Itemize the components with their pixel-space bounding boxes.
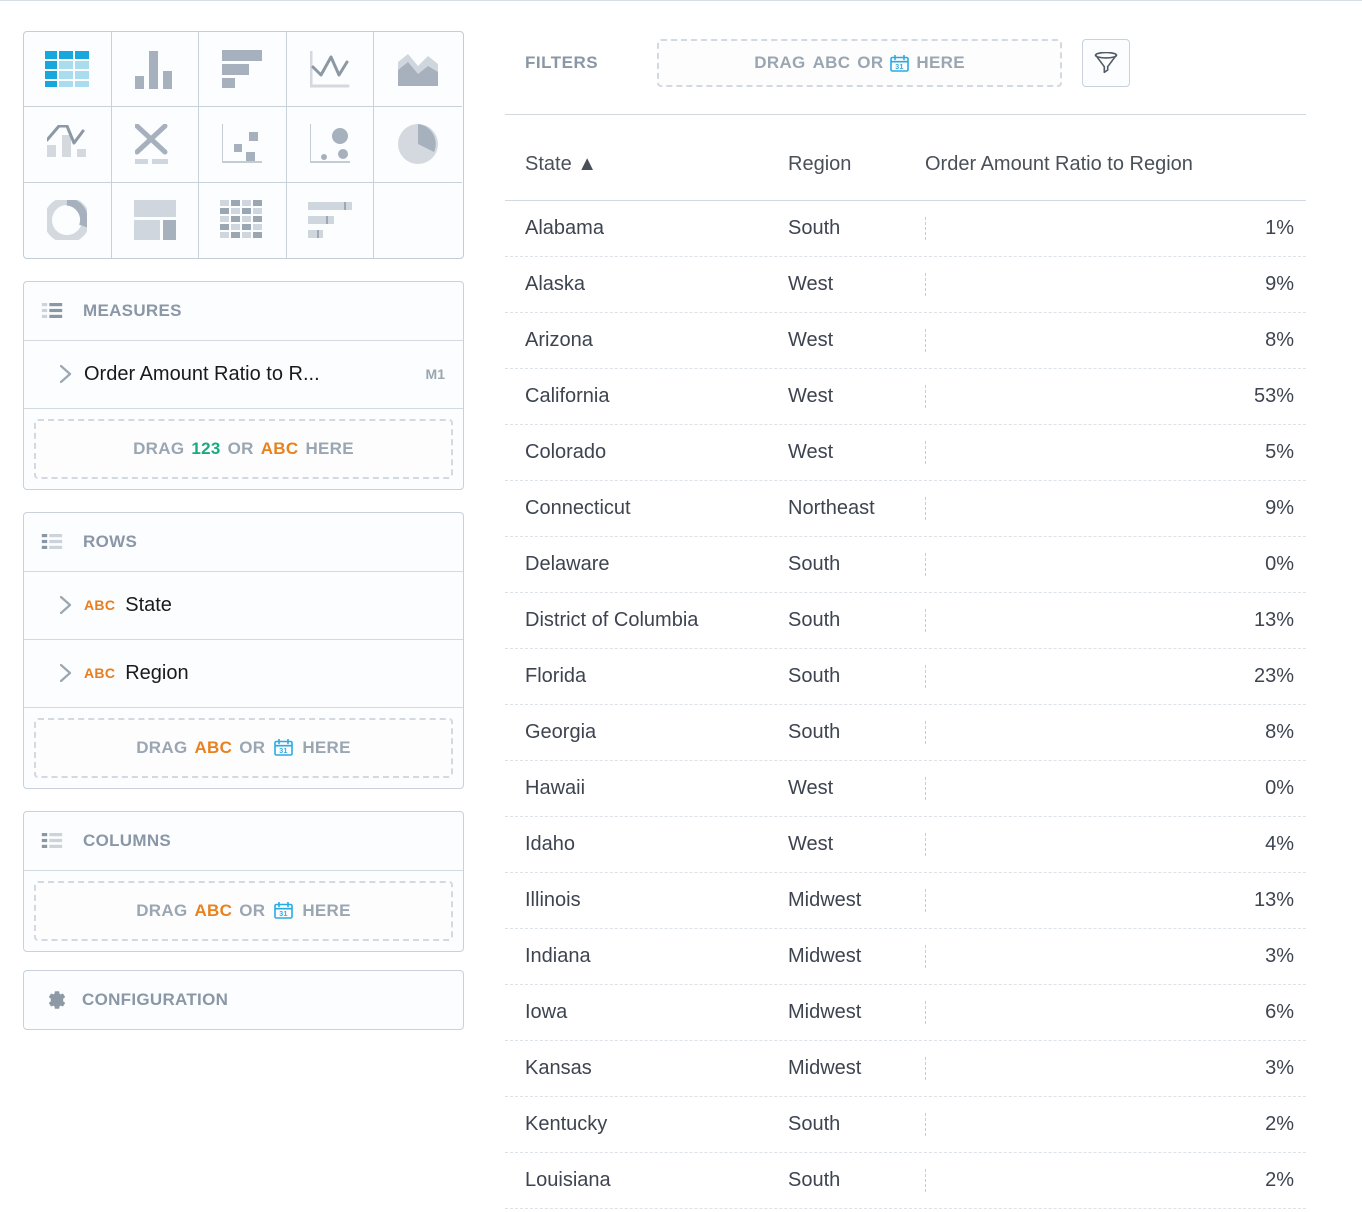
svg-text:31: 31 [896,64,904,71]
svg-text:31: 31 [280,911,288,918]
svg-text:31: 31 [280,748,288,755]
